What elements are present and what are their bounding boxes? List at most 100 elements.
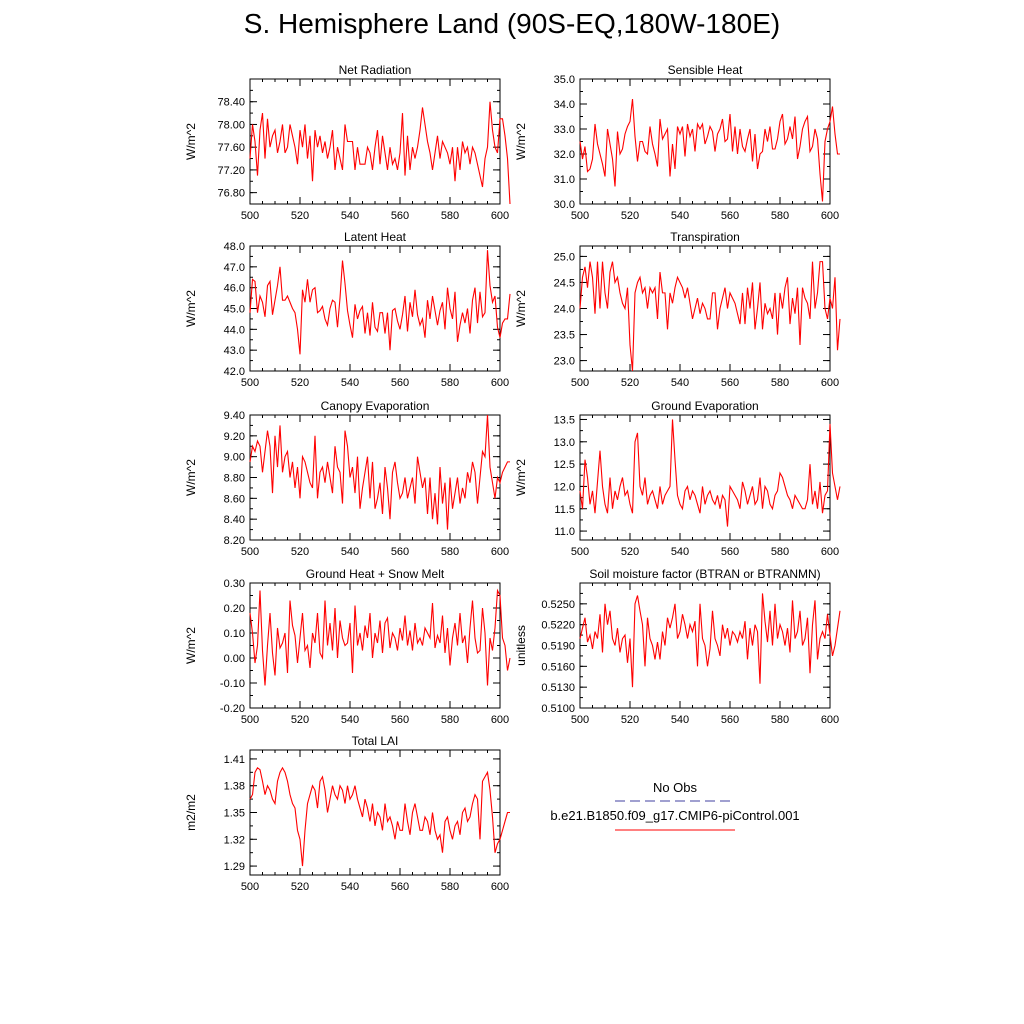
y-tick-label: 0.5100 [541, 703, 575, 715]
y-axis-label: W/m^2 [184, 290, 198, 327]
y-tick-label: -0.10 [220, 678, 245, 690]
x-tick-label: 560 [391, 714, 409, 726]
chart-panel-1: Net Radiation W/m^2 500 520 540 560 580 600 76.8… [184, 63, 511, 222]
y-axis-label: W/m^2 [514, 123, 528, 160]
x-tick-label: 500 [571, 546, 589, 558]
x-tick-label: 600 [491, 210, 509, 222]
chart-panel-6: Ground Evaporation W/m^2 500 520 540 560 580 60… [514, 399, 841, 558]
x-tick-label: 580 [771, 210, 789, 222]
y-tick-label: 0.5190 [541, 641, 575, 653]
y-tick-label: 1.41 [224, 754, 245, 766]
series-line [579, 419, 841, 527]
x-tick-label: 500 [241, 377, 259, 389]
y-tick-label: 12.5 [554, 459, 575, 471]
y-tick-label: 76.80 [217, 188, 245, 200]
y-tick-label: -0.20 [220, 703, 245, 715]
y-tick-label: 0.5250 [541, 599, 575, 611]
y-tick-label: 0.20 [224, 603, 245, 615]
y-tick-label: 1.32 [224, 834, 245, 846]
x-tick-label: 540 [341, 546, 359, 558]
x-tick-label: 540 [671, 210, 689, 222]
chart-title: Sensible Heat [668, 63, 743, 77]
y-tick-label: 47.0 [224, 262, 245, 274]
y-tick-label: 78.00 [217, 119, 245, 131]
series-line [579, 261, 841, 372]
y-tick-label: 23.0 [554, 356, 575, 368]
chart-panel-7: Ground Heat + Snow Melt W/m^2 500 520 540 560… [184, 567, 511, 726]
chart-panel-9: Total LAI m2/m2 500 520 540 560 580 600 1.29 1.32… [184, 734, 510, 893]
legend-model-label: b.e21.B1850.f09_g17.CMIP6-piControl.001 [550, 808, 799, 823]
y-tick-label: 8.40 [224, 514, 245, 526]
x-tick-label: 520 [291, 546, 309, 558]
series-line [579, 593, 841, 688]
x-tick-label: 540 [671, 377, 689, 389]
y-tick-label: 8.20 [224, 535, 245, 547]
plot-frame [249, 582, 501, 709]
y-tick-label: 9.20 [224, 431, 245, 443]
y-tick-label: 31.0 [554, 174, 575, 186]
y-axis-label: W/m^2 [184, 627, 198, 664]
x-tick-label: 600 [491, 881, 509, 893]
y-tick-label: 46.0 [224, 283, 245, 295]
y-tick-label: 34.0 [554, 99, 575, 111]
y-tick-label: 1.29 [224, 861, 245, 873]
x-tick-label: 500 [571, 210, 589, 222]
y-tick-label: 0.00 [224, 653, 245, 665]
x-tick-label: 500 [241, 714, 259, 726]
x-tick-label: 520 [621, 546, 639, 558]
x-tick-label: 560 [721, 210, 739, 222]
x-tick-label: 500 [571, 714, 589, 726]
y-tick-label: 12.0 [554, 481, 575, 493]
chart-panel-4: Transpiration W/m^2 500 520 540 560 580 600 23.0… [514, 230, 841, 389]
y-tick-label: 77.20 [217, 165, 245, 177]
x-tick-label: 600 [821, 377, 839, 389]
x-tick-label: 600 [491, 377, 509, 389]
y-tick-label: 42.0 [224, 366, 245, 378]
y-tick-label: 8.80 [224, 473, 245, 485]
chart-title: Ground Heat + Snow Melt [306, 567, 445, 581]
y-tick-label: 13.0 [554, 437, 575, 449]
chart-title: Transpiration [670, 230, 740, 244]
y-tick-label: 25.0 [554, 251, 575, 263]
x-tick-label: 580 [771, 546, 789, 558]
y-tick-label: 0.5130 [541, 682, 575, 694]
x-tick-label: 520 [621, 714, 639, 726]
x-tick-label: 600 [821, 210, 839, 222]
x-tick-label: 580 [441, 210, 459, 222]
x-tick-label: 500 [241, 210, 259, 222]
x-tick-label: 540 [671, 546, 689, 558]
y-tick-label: 0.30 [224, 578, 245, 590]
y-tick-label: 11.0 [554, 526, 575, 538]
chart-title: Total LAI [352, 734, 399, 748]
y-tick-label: 23.5 [554, 330, 575, 342]
chart-title: Net Radiation [339, 63, 412, 77]
series-line [249, 101, 511, 205]
x-tick-label: 520 [621, 377, 639, 389]
chart-panel-3: Latent Heat W/m^2 500 520 540 560 580 600 42.0 43… [184, 230, 511, 389]
y-tick-label: 0.5160 [541, 661, 575, 673]
x-tick-label: 560 [391, 210, 409, 222]
chart-title: Ground Evaporation [651, 399, 758, 413]
plot-frame [249, 414, 501, 541]
chart-panel-2: Sensible Heat W/m^2 500 520 540 560 580 600 30.0… [514, 63, 840, 222]
x-tick-label: 520 [291, 714, 309, 726]
y-tick-label: 24.5 [554, 277, 575, 289]
legend: No Obs b.e21.B1850.f09_g17.CMIP6-piContro… [550, 780, 800, 831]
x-tick-label: 540 [671, 714, 689, 726]
x-tick-label: 560 [391, 546, 409, 558]
y-tick-label: 43.0 [224, 345, 245, 357]
series-line [579, 98, 840, 202]
x-tick-label: 540 [341, 377, 359, 389]
x-tick-label: 560 [391, 881, 409, 893]
y-tick-label: 33.0 [554, 124, 575, 136]
x-tick-label: 500 [241, 881, 259, 893]
series-line [249, 766, 510, 867]
series-line [249, 588, 511, 686]
x-tick-label: 580 [441, 714, 459, 726]
y-tick-label: 44.0 [224, 324, 245, 336]
x-tick-label: 600 [491, 546, 509, 558]
y-tick-label: 30.0 [554, 199, 575, 211]
y-tick-label: 0.10 [224, 628, 245, 640]
chart-title: Soil moisture factor (BTRAN or BTRANMN) [589, 567, 820, 581]
